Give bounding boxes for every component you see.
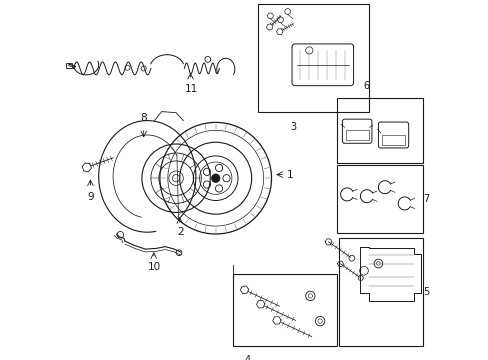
Text: 1: 1 (286, 170, 293, 180)
Text: 11: 11 (184, 84, 198, 94)
Circle shape (211, 174, 220, 183)
Bar (338, 238, 423, 346)
Text: 2: 2 (177, 227, 183, 237)
Text: 9: 9 (87, 192, 94, 202)
Text: 4: 4 (244, 355, 250, 360)
Bar (258, 4, 368, 112)
Text: 10: 10 (148, 262, 161, 272)
Bar (381, 135, 405, 145)
Bar (232, 274, 336, 346)
Bar (337, 98, 423, 163)
Text: 6: 6 (363, 81, 369, 91)
Bar (65, 63, 72, 68)
Text: 7: 7 (423, 194, 429, 204)
Text: 8: 8 (140, 113, 147, 123)
Text: 3: 3 (289, 122, 296, 132)
Bar (337, 165, 423, 233)
Text: 5: 5 (423, 287, 429, 297)
Bar (345, 130, 368, 140)
